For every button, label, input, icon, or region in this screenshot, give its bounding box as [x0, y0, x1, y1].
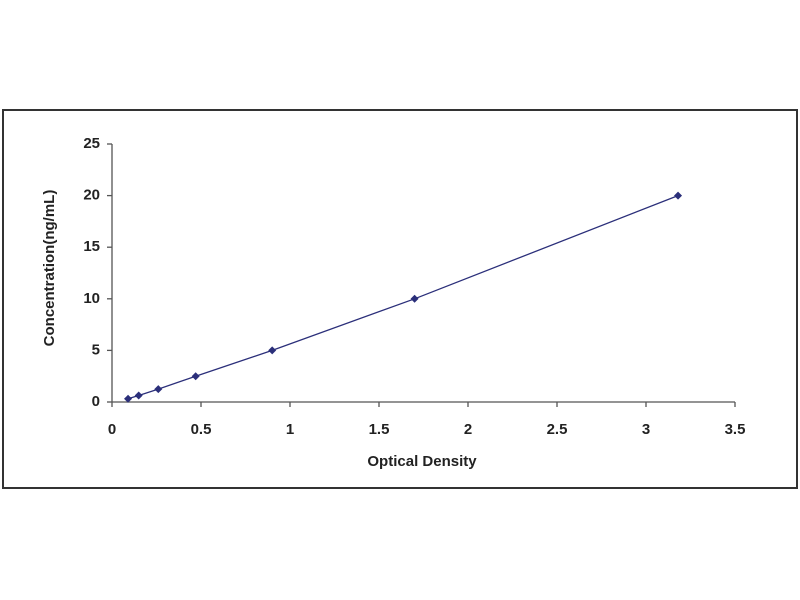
- y-tick-label: 15: [83, 238, 100, 255]
- y-tick-label: 5: [92, 341, 100, 358]
- y-tick-label: 25: [83, 135, 100, 152]
- chart-frame: [2, 109, 798, 489]
- data-point: [268, 346, 277, 355]
- data-point: [124, 394, 133, 403]
- x-tick-label: 3: [642, 421, 650, 438]
- data-point: [191, 372, 200, 381]
- y-tick-label: 20: [83, 187, 100, 204]
- data-point: [134, 391, 143, 400]
- x-tick-label: 3.5: [725, 421, 746, 438]
- x-tick-label: 0.5: [191, 421, 212, 438]
- x-tick-label: 2: [464, 421, 472, 438]
- data-point: [674, 191, 683, 200]
- data-point: [410, 294, 419, 303]
- x-tick-label: 0: [108, 421, 116, 438]
- x-tick-label: 1.5: [369, 421, 390, 438]
- x-tick-label: 2.5: [547, 421, 568, 438]
- x-tick-label: 1: [286, 421, 294, 438]
- y-tick-label: 10: [83, 290, 100, 307]
- x-axis-label: Optical Density: [367, 453, 477, 470]
- y-tick-label: 0: [92, 393, 100, 410]
- y-axis-label: Concentration(ng/mL): [41, 190, 58, 347]
- data-point: [154, 385, 163, 394]
